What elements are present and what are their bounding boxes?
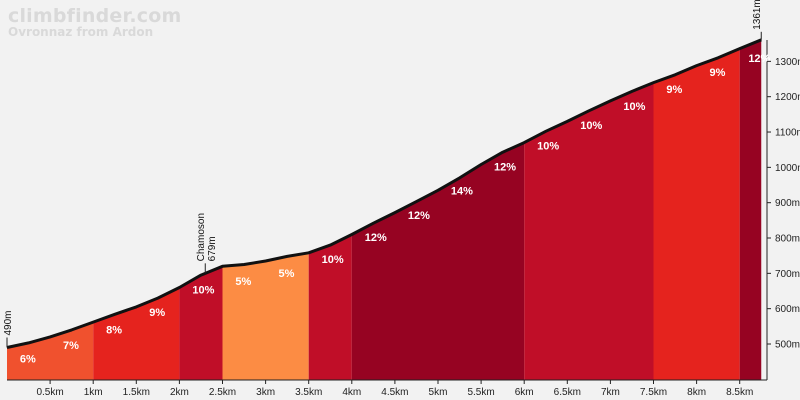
x-tick-label: 4.5km [381, 387, 408, 398]
y-tick-label: 800m [775, 234, 800, 245]
grade-label: 10% [192, 285, 214, 297]
grade-label: 12% [408, 210, 430, 222]
segment-fill-9 [739, 39, 762, 380]
x-tick-label: 3.5km [295, 387, 322, 398]
x-tick-label: 1km [84, 387, 103, 398]
grade-label: 9% [666, 84, 682, 96]
x-tick-label: 4km [342, 387, 361, 398]
grade-label: 12% [365, 232, 387, 244]
start-elevation-label: 490m [3, 311, 14, 336]
y-tick-label: 1300m [775, 57, 800, 68]
grade-label: 7% [63, 340, 79, 352]
x-tick-label: 0.5km [36, 387, 63, 398]
segment-fill-6 [351, 142, 525, 380]
route-title: Ovronnaz from Ardon [8, 25, 154, 39]
x-tick-label: 8.5km [726, 387, 753, 398]
grade-label: 10% [537, 140, 559, 152]
y-tick-label: 1200m [775, 92, 800, 103]
grade-label: 10% [322, 254, 344, 266]
grade-label: 12% [494, 161, 516, 173]
chamoson-elevation-label: 679m [207, 236, 218, 261]
grade-label: 5% [235, 276, 251, 288]
segment-fill-2 [93, 287, 180, 380]
grade-label: 9% [149, 307, 165, 319]
summit-elevation-label: 1361m [752, 0, 763, 30]
x-tick-label: 8km [687, 387, 706, 398]
segment-fill-1 [7, 322, 94, 380]
y-tick-label: 700m [775, 269, 800, 280]
grade-label: 10% [580, 120, 602, 132]
x-tick-label: 6km [515, 387, 534, 398]
grade-label: 5% [279, 268, 295, 280]
segment-fill-8 [653, 48, 740, 380]
x-tick-label: 7.5km [640, 387, 667, 398]
segment-fill-5 [308, 234, 352, 380]
grade-label: 6% [20, 354, 36, 366]
y-tick-label: 900m [775, 198, 800, 209]
segment-fill-3 [179, 266, 223, 380]
x-tick-label: 6.5km [554, 387, 581, 398]
profile-line [6, 38, 762, 349]
segment-fill-4 [222, 252, 309, 380]
x-tick-label: 2.5km [209, 387, 236, 398]
x-tick-label: 5km [429, 387, 448, 398]
site-logo-text: climbfinder.com [8, 5, 182, 27]
x-tick-label: 1.5km [123, 387, 150, 398]
grade-label: 10% [623, 101, 645, 113]
y-tick-label: 500m [775, 340, 800, 351]
grade-label: 8% [106, 324, 122, 336]
grade-label: 9% [710, 67, 726, 79]
y-tick-label: 1100m [775, 128, 800, 139]
grade-label: 14% [451, 186, 473, 198]
x-tick-label: 3km [256, 387, 275, 398]
x-tick-label: 7km [601, 387, 620, 398]
segment-fill-7 [524, 82, 654, 381]
y-tick-label: 1000m [775, 163, 800, 174]
x-tick-label: 2km [170, 387, 189, 398]
grade-label: 12% [748, 53, 770, 65]
chamoson-label: Chamoson [196, 213, 207, 261]
y-tick-label: 600m [775, 304, 800, 315]
x-tick-label: 5.5km [467, 387, 494, 398]
